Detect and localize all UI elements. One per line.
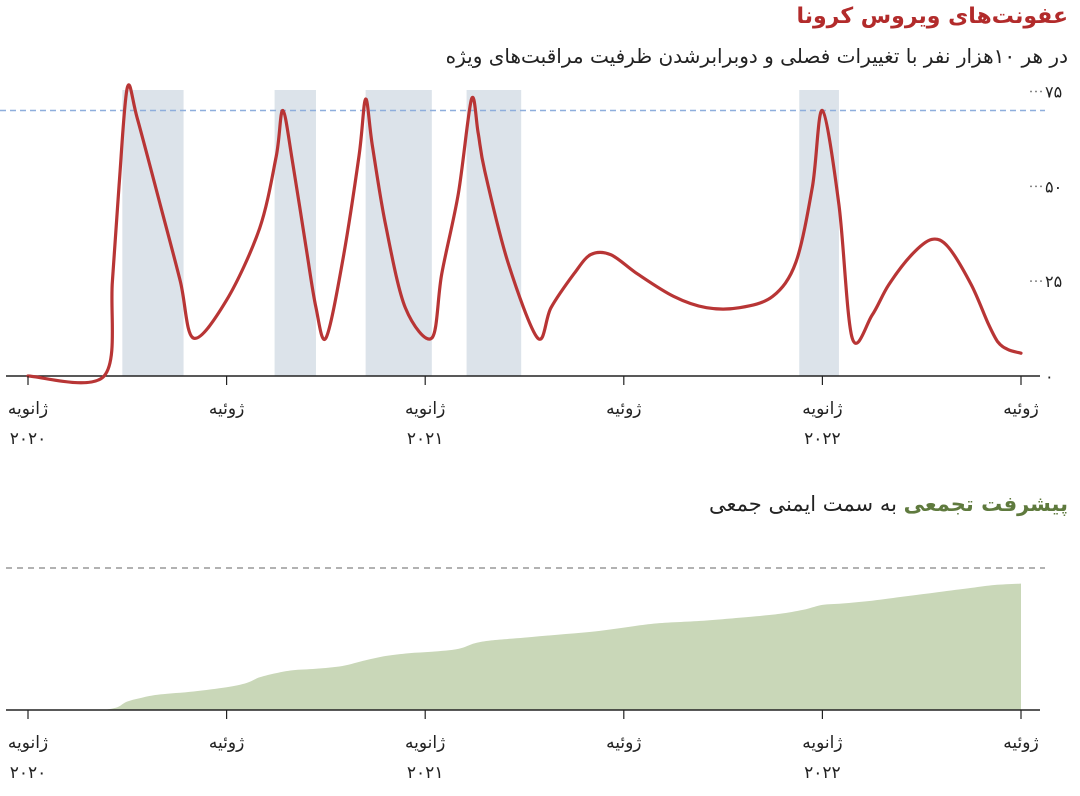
- chart1-xtick-month-2: ژانویه: [405, 399, 445, 419]
- infections-series-line: [26, 83, 1023, 385]
- chart1-xtick-month-3: ژوئیه: [606, 399, 641, 419]
- chart2-xtick-month-0: ژانویه: [8, 733, 48, 753]
- chart1-xtick-year-4: ۲۰۲۲: [804, 429, 841, 449]
- shaded-region-1: [274, 90, 316, 376]
- shaded-region-2: [365, 90, 432, 376]
- chart2-xtick-month-4: ژانویه: [802, 733, 842, 753]
- chart2-xtick-month-2: ژانویه: [405, 733, 445, 753]
- chart2-xtick-year-4: ۲۰۲۲: [804, 763, 841, 783]
- chart-title-immunity-rest: به سمت ایمنی جمعی: [709, 492, 904, 516]
- chart1-xtick-month-1: ژوئیه: [209, 399, 244, 419]
- shaded-region-0: [122, 90, 184, 376]
- chart-subtitle-infections: در هر ۱۰هزار نفر با تغییرات فصلی و دوبرا…: [445, 44, 1068, 68]
- chart1-xtick-year-0: ۲۰۲۰: [10, 429, 47, 449]
- chart1-xtick-year-2: ۲۰۲۱: [407, 429, 444, 449]
- immunity-area: [104, 583, 1022, 710]
- chart2-xtick-month-1: ژوئیه: [209, 733, 244, 753]
- infections-line-chart: ۰ ۲۵ ۵۰ ۷۵ ژانویه ۲۰۲۰ ژوئیه ژانویه ۲۰۲۱ ژوئیه ژان…: [0, 83, 1062, 449]
- shaded-region-3: [466, 90, 522, 376]
- chart1-xtick-month-5: ژوئیه: [1003, 399, 1038, 419]
- ytick-label-0: ۰: [1045, 367, 1054, 386]
- chart2-xtick-year-0: ۲۰۲۰: [10, 763, 47, 783]
- ytick-label-1: ۲۵: [1045, 272, 1062, 291]
- ytick-label-3: ۷۵: [1045, 83, 1062, 102]
- chart1-xtick-month-0: ژانویه: [8, 399, 48, 419]
- ytick-label-2: ۵۰: [1045, 177, 1062, 196]
- chart-title-immunity-highlight: پیشرفت تجمعی: [903, 492, 1068, 516]
- chart2-xtick-year-2: ۲۰۲۱: [407, 763, 444, 783]
- chart-title-immunity: پیشرفت تجمعی به سمت ایمنی جمعی: [709, 492, 1068, 516]
- chart2-xtick-month-3: ژوئیه: [606, 733, 641, 753]
- chart2-xtick-month-5: ژوئیه: [1003, 733, 1038, 753]
- chart-title-infections: عفونت‌های ویروس کرونا: [796, 4, 1068, 29]
- chart1-xtick-month-4: ژانویه: [802, 399, 842, 419]
